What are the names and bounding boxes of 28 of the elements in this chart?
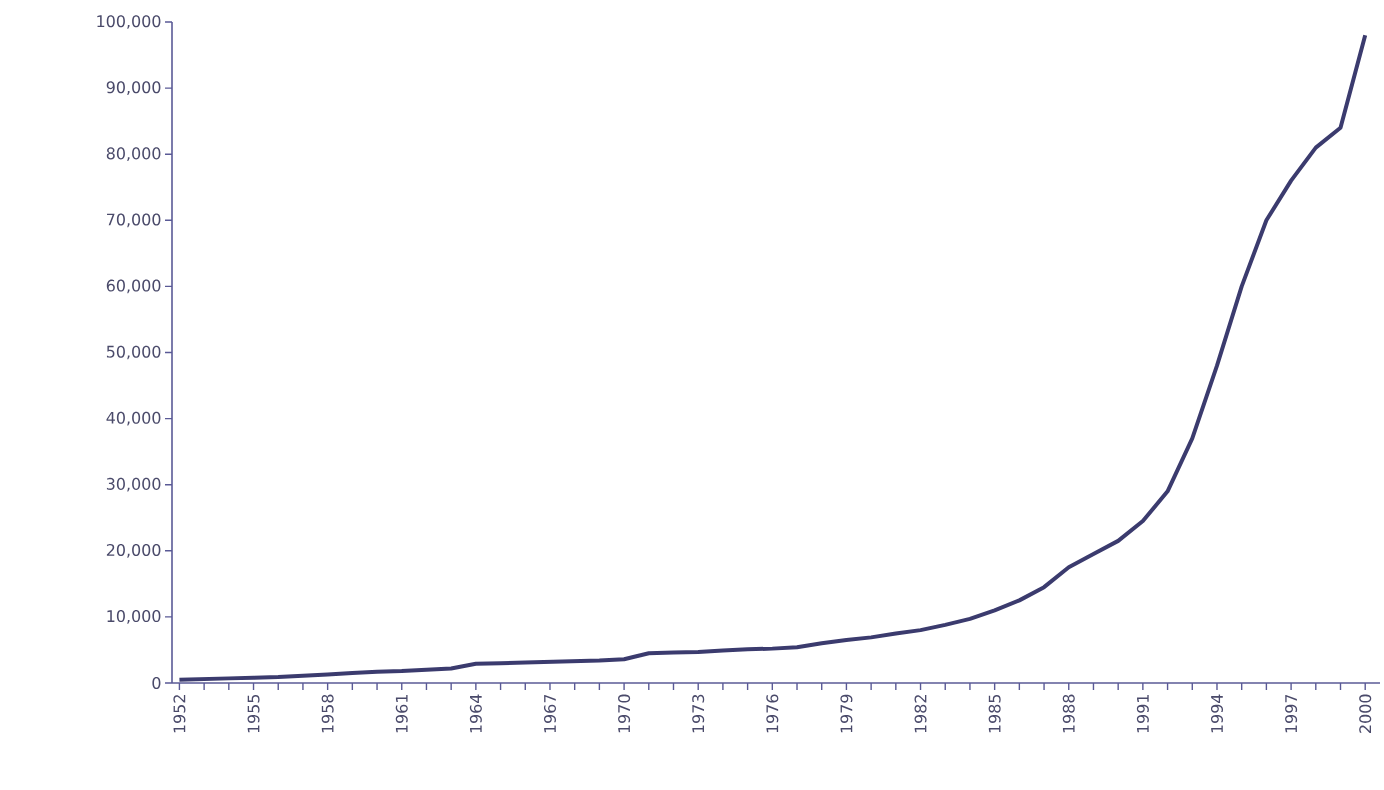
y-tick-label: 30,000 <box>106 477 161 492</box>
x-tick-label: 1958 <box>321 694 334 733</box>
x-tick-label: 1976 <box>766 694 779 733</box>
y-tick-label: 0 <box>152 676 161 690</box>
x-tick-label: 1961 <box>395 695 408 733</box>
x-tick-label: 1952 <box>173 695 186 733</box>
x-tick-label: 2000 <box>1359 694 1372 733</box>
y-tick-label: 60,000 <box>106 279 161 294</box>
x-tick-label: 1994 <box>1210 694 1224 733</box>
x-tick-label: 1964 <box>469 694 482 733</box>
x-tick-label: 1985 <box>988 694 1001 733</box>
x-tick-label: 1991 <box>1136 695 1149 733</box>
x-tick-label: 1979 <box>840 694 853 733</box>
x-tick-label: 1997 <box>1285 694 1298 733</box>
x-tick-label: 1982 <box>914 695 927 733</box>
y-tick-label: 90,000 <box>106 81 161 95</box>
x-tick-label: 1988 <box>1062 694 1075 733</box>
y-tick-label: 10,000 <box>107 610 161 624</box>
y-tick-label: 70,000 <box>107 213 161 228</box>
x-tick-label: 1970 <box>618 694 631 733</box>
y-tick-label: 40,000 <box>106 411 161 426</box>
y-tick-label: 50,000 <box>106 345 161 360</box>
y-tick-label: 80,000 <box>106 147 161 162</box>
x-tick-label: 1955 <box>247 694 260 733</box>
x-tick-label: 1967 <box>543 694 556 733</box>
y-tick-label: 100,000 <box>97 15 161 29</box>
x-tick-label: 1973 <box>692 694 705 733</box>
y-tick-label: 20,000 <box>106 543 161 558</box>
